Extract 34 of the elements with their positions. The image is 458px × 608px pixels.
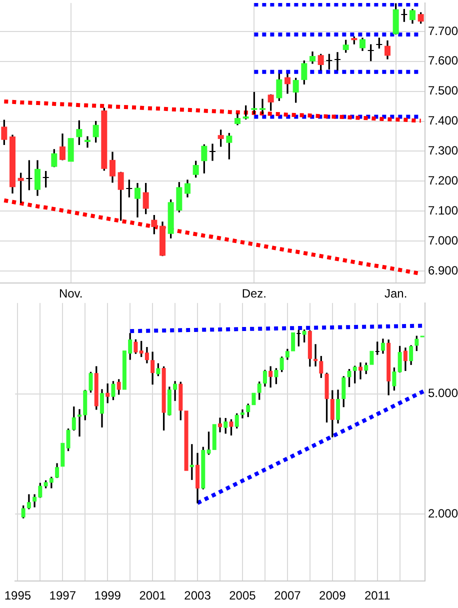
x-tick-label: 2007 <box>274 588 302 603</box>
candlestick <box>370 350 374 365</box>
x-tick-label: 1995 <box>4 588 32 603</box>
x-tick-label: Dez. <box>242 286 267 301</box>
x-tick-label: 2003 <box>184 588 212 603</box>
candlestick <box>209 144 216 161</box>
x-tick-label: 1999 <box>94 588 122 603</box>
y-tick-label: 7.200 <box>428 173 458 188</box>
x-tick-label: Jan. <box>384 286 408 301</box>
candlestick <box>260 98 266 114</box>
candlestick <box>358 362 362 380</box>
y-tick-label: 7.500 <box>428 84 458 98</box>
y-tick-label: 7.400 <box>428 114 458 128</box>
candlestick <box>252 392 256 406</box>
x-tick-label: 2005 <box>229 588 256 603</box>
candlestick <box>334 52 341 70</box>
y-tick-label: 7.600 <box>428 54 458 68</box>
candlestick <box>60 442 65 467</box>
candlestick <box>218 418 222 432</box>
y-tick-label: 7.300 <box>428 144 458 158</box>
x-tick-label: 2009 <box>319 588 346 603</box>
y-tick-label: 5.000 <box>428 386 458 400</box>
candlestick <box>184 410 188 471</box>
x-tick-label: Nov. <box>58 286 83 301</box>
y-tick-label: 2.000 <box>428 506 458 520</box>
candlestick <box>68 138 74 162</box>
y-tick-label: 7.000 <box>428 233 458 248</box>
candlestick <box>84 136 90 148</box>
x-tick-label: 2001 <box>139 588 166 603</box>
y-tick-label: 7.700 <box>428 24 458 38</box>
x-tick-label: 1997 <box>49 588 76 603</box>
y-tick-label: 7.100 <box>428 203 458 218</box>
y-tick-label: 6.900 <box>428 263 458 278</box>
x-tick-label: 2011 <box>364 588 391 603</box>
